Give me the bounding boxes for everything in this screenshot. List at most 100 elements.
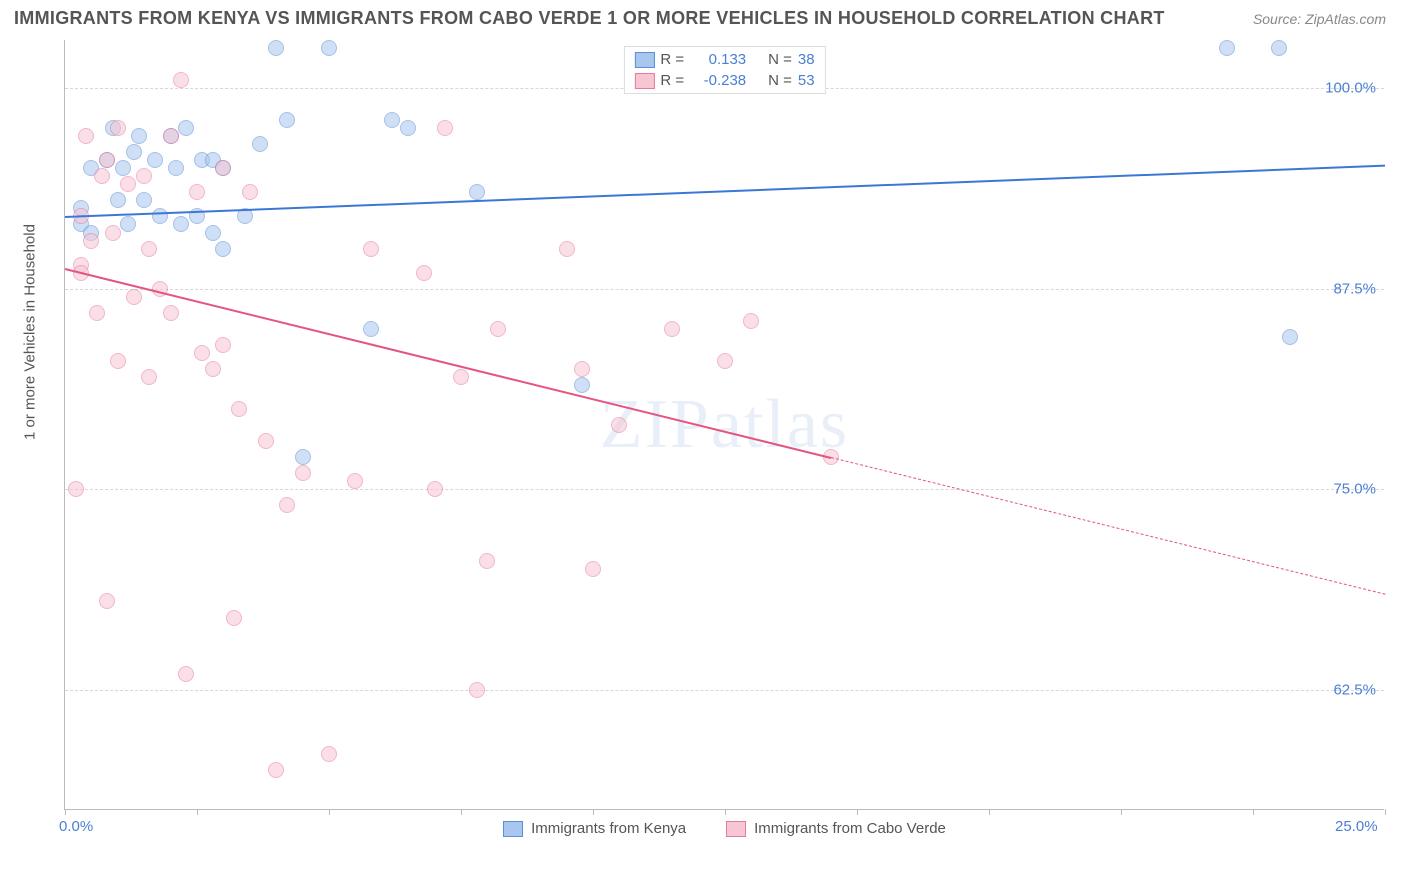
scatter-point	[141, 369, 157, 385]
scatter-point	[1219, 40, 1235, 56]
scatter-point	[427, 481, 443, 497]
scatter-point	[205, 225, 221, 241]
n-label: N =	[768, 72, 792, 89]
plot-region: ZIPatlas 100.0%87.5%75.0%62.5%0.0%25.0%R…	[64, 40, 1384, 810]
scatter-point	[321, 746, 337, 762]
x-tick	[1121, 809, 1122, 815]
gridline-h	[65, 489, 1384, 490]
scatter-point	[295, 449, 311, 465]
scatter-point	[110, 192, 126, 208]
scatter-point	[268, 40, 284, 56]
scatter-point	[295, 465, 311, 481]
scatter-point	[1271, 40, 1287, 56]
r-label: R =	[660, 72, 684, 89]
scatter-point	[136, 192, 152, 208]
scatter-point	[68, 481, 84, 497]
r-value: -0.238	[690, 72, 746, 89]
y-tick-label: 62.5%	[1333, 681, 1376, 698]
scatter-point	[252, 136, 268, 152]
scatter-point	[611, 417, 627, 433]
scatter-point	[363, 321, 379, 337]
scatter-point	[163, 305, 179, 321]
gridline-h	[65, 289, 1384, 290]
chart-source: Source: ZipAtlas.com	[1253, 11, 1386, 27]
scatter-point	[321, 40, 337, 56]
scatter-point	[173, 72, 189, 88]
scatter-point	[1282, 329, 1298, 345]
scatter-point	[110, 353, 126, 369]
scatter-point	[83, 233, 99, 249]
r-value: 0.133	[690, 51, 746, 68]
scatter-point	[105, 225, 121, 241]
scatter-point	[120, 216, 136, 232]
stats-legend: R =0.133N =38R =-0.238N =53	[623, 46, 825, 94]
scatter-point	[89, 305, 105, 321]
stats-legend-row: R = -0.238 N = 53	[624, 70, 824, 91]
n-label: N =	[768, 51, 792, 68]
series-name: Immigrants from Cabo Verde	[754, 820, 946, 837]
scatter-point	[178, 120, 194, 136]
x-tick	[329, 809, 330, 815]
scatter-point	[126, 144, 142, 160]
scatter-point	[574, 361, 590, 377]
scatter-point	[99, 593, 115, 609]
x-tick	[725, 809, 726, 815]
scatter-point	[115, 160, 131, 176]
scatter-point	[173, 216, 189, 232]
x-tick	[593, 809, 594, 815]
x-tick	[989, 809, 990, 815]
scatter-point	[99, 152, 115, 168]
y-tick-label: 87.5%	[1333, 280, 1376, 297]
scatter-point	[574, 377, 590, 393]
legend-swatch	[634, 52, 654, 68]
scatter-point	[194, 345, 210, 361]
trend-line	[830, 457, 1385, 595]
scatter-point	[231, 401, 247, 417]
x-tick	[461, 809, 462, 815]
scatter-point	[120, 176, 136, 192]
scatter-point	[78, 128, 94, 144]
scatter-point	[126, 289, 142, 305]
scatter-point	[215, 241, 231, 257]
legend-swatch	[634, 73, 654, 89]
scatter-point	[384, 112, 400, 128]
gridline-h	[65, 690, 1384, 691]
scatter-point	[279, 112, 295, 128]
scatter-point	[453, 369, 469, 385]
stats-legend-row: R =0.133N =38	[624, 49, 824, 70]
scatter-point	[94, 168, 110, 184]
scatter-point	[189, 184, 205, 200]
scatter-point	[205, 361, 221, 377]
scatter-point	[416, 265, 432, 281]
scatter-point	[717, 353, 733, 369]
scatter-point	[258, 433, 274, 449]
n-value: 53	[798, 72, 815, 89]
scatter-point	[479, 553, 495, 569]
chart-area: 1 or more Vehicles in Household ZIPatlas…	[42, 40, 1392, 840]
y-tick-label: 75.0%	[1333, 481, 1376, 498]
scatter-point	[215, 337, 231, 353]
scatter-point	[279, 497, 295, 513]
scatter-point	[136, 168, 152, 184]
r-label: R =	[660, 51, 684, 68]
scatter-point	[363, 241, 379, 257]
scatter-point	[242, 184, 258, 200]
x-tick	[65, 809, 66, 815]
x-tick	[1385, 809, 1386, 815]
scatter-point	[664, 321, 680, 337]
scatter-point	[347, 473, 363, 489]
series-legend: Immigrants from Kenya Immigrants from Cab…	[65, 820, 1384, 837]
x-tick	[1253, 809, 1254, 815]
legend-swatch	[503, 821, 523, 837]
scatter-point	[131, 128, 147, 144]
x-tick	[857, 809, 858, 815]
legend-swatch	[726, 821, 746, 837]
series-legend-item: Immigrants from Kenya	[503, 820, 686, 837]
scatter-point	[268, 762, 284, 778]
scatter-point	[215, 160, 231, 176]
series-legend-item: Immigrants from Cabo Verde	[726, 820, 946, 837]
scatter-point	[226, 610, 242, 626]
scatter-point	[141, 241, 157, 257]
y-axis-label: 1 or more Vehicles in Household	[22, 224, 39, 440]
series-name: Immigrants from Kenya	[531, 820, 686, 837]
